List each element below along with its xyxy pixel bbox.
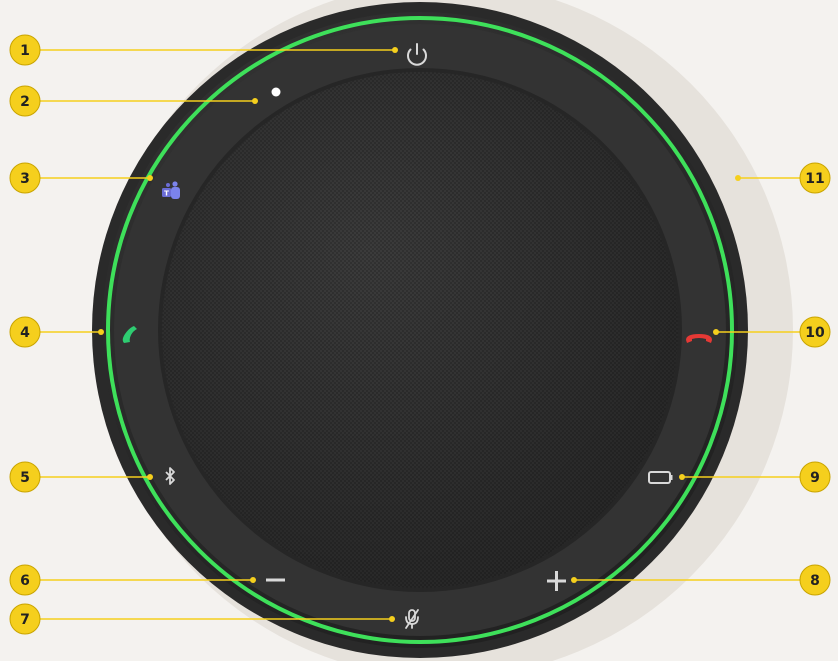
status-led-icon [271,87,281,97]
callout-badge [9,564,41,596]
callout-number: 9 [810,470,820,486]
light-ring [106,16,734,644]
callout-number: 1 [20,43,30,59]
callout-3: 3 [9,162,153,194]
phone-answer-icon [122,326,137,343]
callout-11: 11 [735,162,831,194]
bluetooth-icon [165,467,175,485]
callout-2: 2 [9,85,258,117]
callout-badge [9,316,41,348]
callout-number: 6 [20,573,30,589]
callout-number: 2 [20,94,30,110]
callout-number: 7 [20,612,30,628]
phone-hangup-icon [686,334,712,343]
plus-icon [547,571,566,591]
callout-number: 5 [20,470,30,486]
callout-layer: 1 2 3 4 5 6 7 8 9 10 11 [9,34,831,635]
callout-endpoint [679,474,685,480]
callout-badge [9,34,41,66]
bluetooth-button[interactable] [165,467,175,485]
callout-number: 8 [810,573,820,589]
callout-endpoint [147,175,153,181]
power-icon [407,43,427,66]
end-call-button[interactable] [686,334,712,343]
callout-7: 7 [9,603,395,635]
callout-endpoint [389,616,395,622]
callout-number: 3 [20,171,30,187]
callout-badge [9,461,41,493]
battery-button[interactable] [648,471,673,484]
callout-endpoint [250,577,256,583]
microsoft-teams-icon: T [162,181,180,199]
callout-badge [9,162,41,194]
callout-8: 8 [571,564,831,596]
callout-4: 4 [9,316,104,348]
callout-endpoint [252,98,258,104]
callout-number: 10 [805,325,825,341]
power-button[interactable] [407,43,427,66]
mute-button[interactable] [405,609,419,629]
callout-endpoint [147,474,153,480]
teams-button[interactable]: T [162,181,180,199]
battery-icon [648,471,673,484]
speakerphone-body [92,2,748,658]
callout-badge [799,162,831,194]
callout-endpoint [713,329,719,335]
callout-endpoint [392,47,398,53]
callout-endpoint [735,175,741,181]
callout-10: 10 [713,316,831,348]
callout-9: 9 [679,461,831,493]
callout-6: 6 [9,564,256,596]
callout-1: 1 [9,34,398,66]
callout-badge [9,85,41,117]
callout-badge [9,603,41,635]
callout-badge [799,316,831,348]
svg-text:T: T [164,190,169,198]
callout-number: 4 [20,325,30,341]
answer-call-button[interactable] [122,326,137,343]
callout-endpoint [98,329,104,335]
mic-mute-icon [405,609,419,629]
callout-5: 5 [9,461,153,493]
callout-endpoint [571,577,577,583]
callout-badge [799,461,831,493]
callout-badge [799,564,831,596]
volume-up-button[interactable] [547,571,566,591]
callout-number: 11 [805,171,824,187]
